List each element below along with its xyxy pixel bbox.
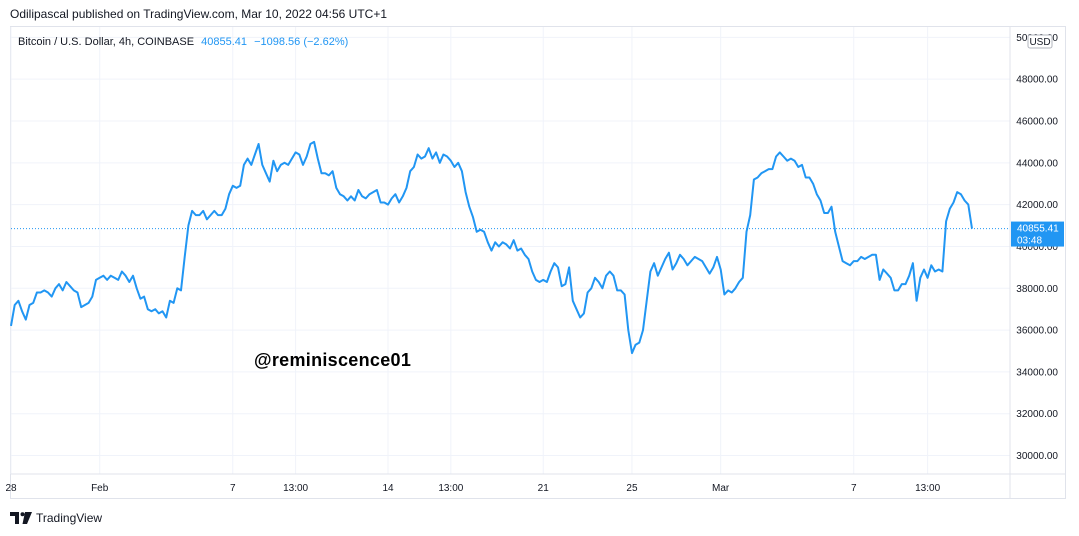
y-tick-label: 42000.00 xyxy=(1016,200,1058,211)
y-tick-label: 30000.00 xyxy=(1016,451,1058,462)
y-tick-label: 36000.00 xyxy=(1016,326,1058,337)
price-line-series xyxy=(10,140,973,355)
tradingview-footer[interactable]: TradingView xyxy=(10,511,102,525)
x-tick-label: 13:00 xyxy=(915,483,940,494)
currency-label: USD xyxy=(1027,34,1053,49)
x-tick-label: 13:00 xyxy=(438,483,463,494)
last-price-value: 40855.41 xyxy=(201,36,248,48)
x-tick-label: 28 xyxy=(5,483,17,494)
y-tick-label: 44000.00 xyxy=(1016,158,1058,169)
x-tick-label: Feb xyxy=(91,483,109,494)
chart-legend: Bitcoin / U.S. Dollar, 4h, COINBASE 4085… xyxy=(18,36,348,48)
author-watermark: @reminiscence01 xyxy=(254,350,412,370)
y-tick-label: 48000.00 xyxy=(1016,75,1058,86)
last-price-tag xyxy=(1011,221,1064,247)
y-tick-label: 32000.00 xyxy=(1016,409,1058,420)
currency-label-box xyxy=(1027,34,1053,49)
y-tick-label: 34000.00 xyxy=(1016,367,1058,378)
publish-info: Odilipascal published on TradingView.com… xyxy=(10,7,387,21)
countdown-label: 03:48 xyxy=(1017,236,1042,247)
price-axis: 30000.00 32000.00 34000.00 36000.00 38000.00… xyxy=(1009,27,1058,498)
price-change-value: −1098.56 (−2.62%) xyxy=(254,36,349,48)
last-price-tag-value: 40855.41 xyxy=(1017,224,1059,235)
x-tick-label: Mar xyxy=(712,483,730,494)
symbol-label: Bitcoin / U.S. Dollar, 4h, COINBASE xyxy=(18,36,195,48)
tradingview-brand-label: TradingView xyxy=(36,511,103,525)
y-tick-label: 40000.00 xyxy=(1016,242,1058,253)
tradingview-logo-icon xyxy=(10,512,32,524)
btc-price-line xyxy=(10,140,973,355)
currency-label-text: USD xyxy=(1029,37,1050,48)
time-axis: 28 Feb 7 13:00 14 13:00 21 25 Mar 7 13:00 xyxy=(5,473,1065,494)
x-tick-label: 21 xyxy=(538,483,550,494)
y-tick-label: 46000.00 xyxy=(1016,117,1058,128)
x-tick-label: 14 xyxy=(382,483,394,494)
x-tick-label: 7 xyxy=(851,483,857,494)
x-tick-label: 25 xyxy=(626,483,638,494)
x-tick-label: 13:00 xyxy=(283,483,308,494)
grid-lines xyxy=(10,27,1010,474)
x-tick-label: 7 xyxy=(230,483,236,494)
y-tick-label: 38000.00 xyxy=(1016,284,1058,295)
